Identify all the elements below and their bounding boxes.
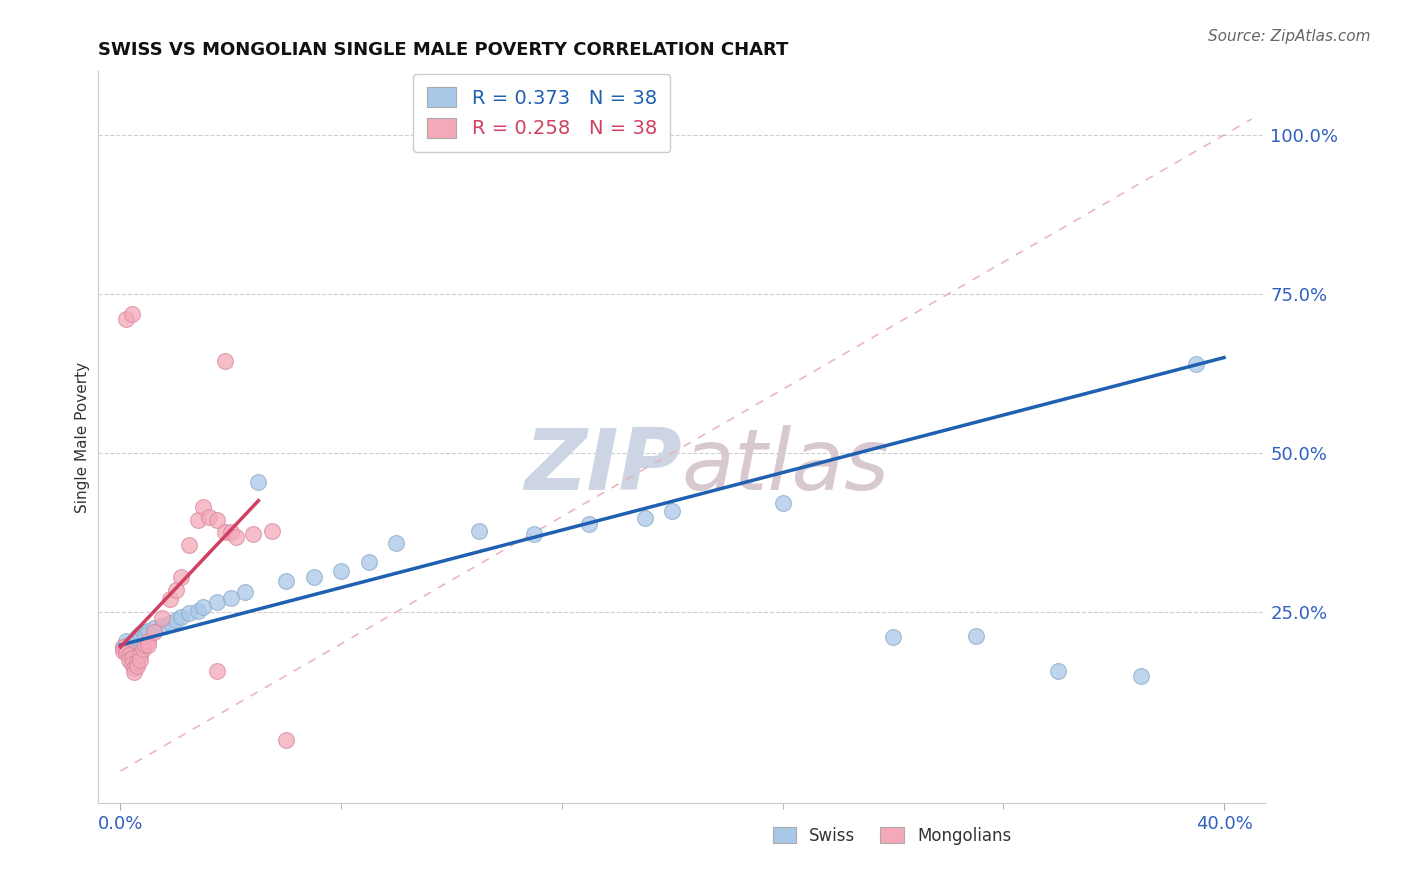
Point — [523, 527, 546, 541]
Point — [115, 646, 138, 660]
Point — [219, 591, 242, 605]
Point — [578, 517, 600, 532]
Point — [225, 530, 247, 544]
Point — [1130, 668, 1153, 682]
Point — [187, 604, 209, 618]
Point — [165, 613, 187, 627]
Point — [170, 570, 193, 584]
Point — [159, 616, 181, 631]
Point — [634, 511, 657, 525]
Point — [150, 611, 173, 625]
Point — [121, 657, 143, 672]
Point — [115, 312, 138, 326]
Point — [121, 650, 143, 665]
Point — [121, 307, 143, 321]
Point — [187, 513, 209, 527]
Point — [115, 641, 138, 656]
Point — [772, 495, 794, 509]
Point — [170, 610, 193, 624]
Point — [468, 524, 491, 538]
Point — [302, 570, 325, 584]
Point — [150, 619, 173, 633]
Point — [131, 641, 153, 656]
Point — [357, 555, 380, 569]
Point — [124, 633, 146, 648]
Point — [965, 629, 987, 643]
Point — [205, 513, 228, 527]
Point — [142, 625, 165, 640]
Point — [134, 638, 156, 652]
Point — [330, 564, 353, 578]
Point — [1047, 664, 1070, 678]
Point — [882, 631, 904, 645]
Point — [124, 665, 146, 680]
Point — [136, 638, 159, 652]
Point — [128, 627, 150, 641]
Point — [274, 574, 297, 589]
Point — [219, 525, 242, 540]
Point — [125, 631, 148, 645]
Point — [136, 633, 159, 648]
Point — [197, 509, 219, 524]
Text: SWISS VS MONGOLIAN SINGLE MALE POVERTY CORRELATION CHART: SWISS VS MONGOLIAN SINGLE MALE POVERTY C… — [98, 41, 789, 59]
Point — [134, 629, 156, 643]
Point — [1185, 357, 1208, 371]
Point — [125, 655, 148, 669]
Point — [142, 621, 165, 635]
Text: atlas: atlas — [682, 425, 890, 508]
Point — [205, 664, 228, 678]
Point — [179, 538, 201, 552]
Point — [112, 640, 135, 654]
Point — [193, 599, 215, 614]
Point — [121, 640, 143, 654]
Point — [159, 592, 181, 607]
Point — [165, 582, 187, 597]
Point — [274, 733, 297, 747]
Point — [118, 637, 141, 651]
Point — [118, 653, 141, 667]
Y-axis label: Single Male Poverty: Single Male Poverty — [75, 361, 90, 513]
Point — [247, 475, 270, 489]
Legend: Swiss, Mongolians: Swiss, Mongolians — [765, 818, 1019, 853]
Point — [385, 536, 408, 550]
Point — [115, 633, 138, 648]
Point — [112, 644, 135, 658]
Point — [661, 504, 683, 518]
Point — [214, 525, 236, 540]
Point — [242, 527, 264, 541]
Text: Source: ZipAtlas.com: Source: ZipAtlas.com — [1208, 29, 1371, 44]
Point — [124, 661, 146, 675]
Point — [125, 659, 148, 673]
Point — [214, 353, 236, 368]
Point — [118, 648, 141, 663]
Point — [205, 595, 228, 609]
Point — [262, 524, 284, 538]
Point — [131, 625, 153, 640]
Point — [136, 624, 159, 638]
Point — [128, 653, 150, 667]
Text: ZIP: ZIP — [524, 425, 682, 508]
Point — [128, 648, 150, 663]
Point — [179, 607, 201, 621]
Point — [233, 584, 256, 599]
Point — [193, 500, 215, 514]
Point — [112, 640, 135, 654]
